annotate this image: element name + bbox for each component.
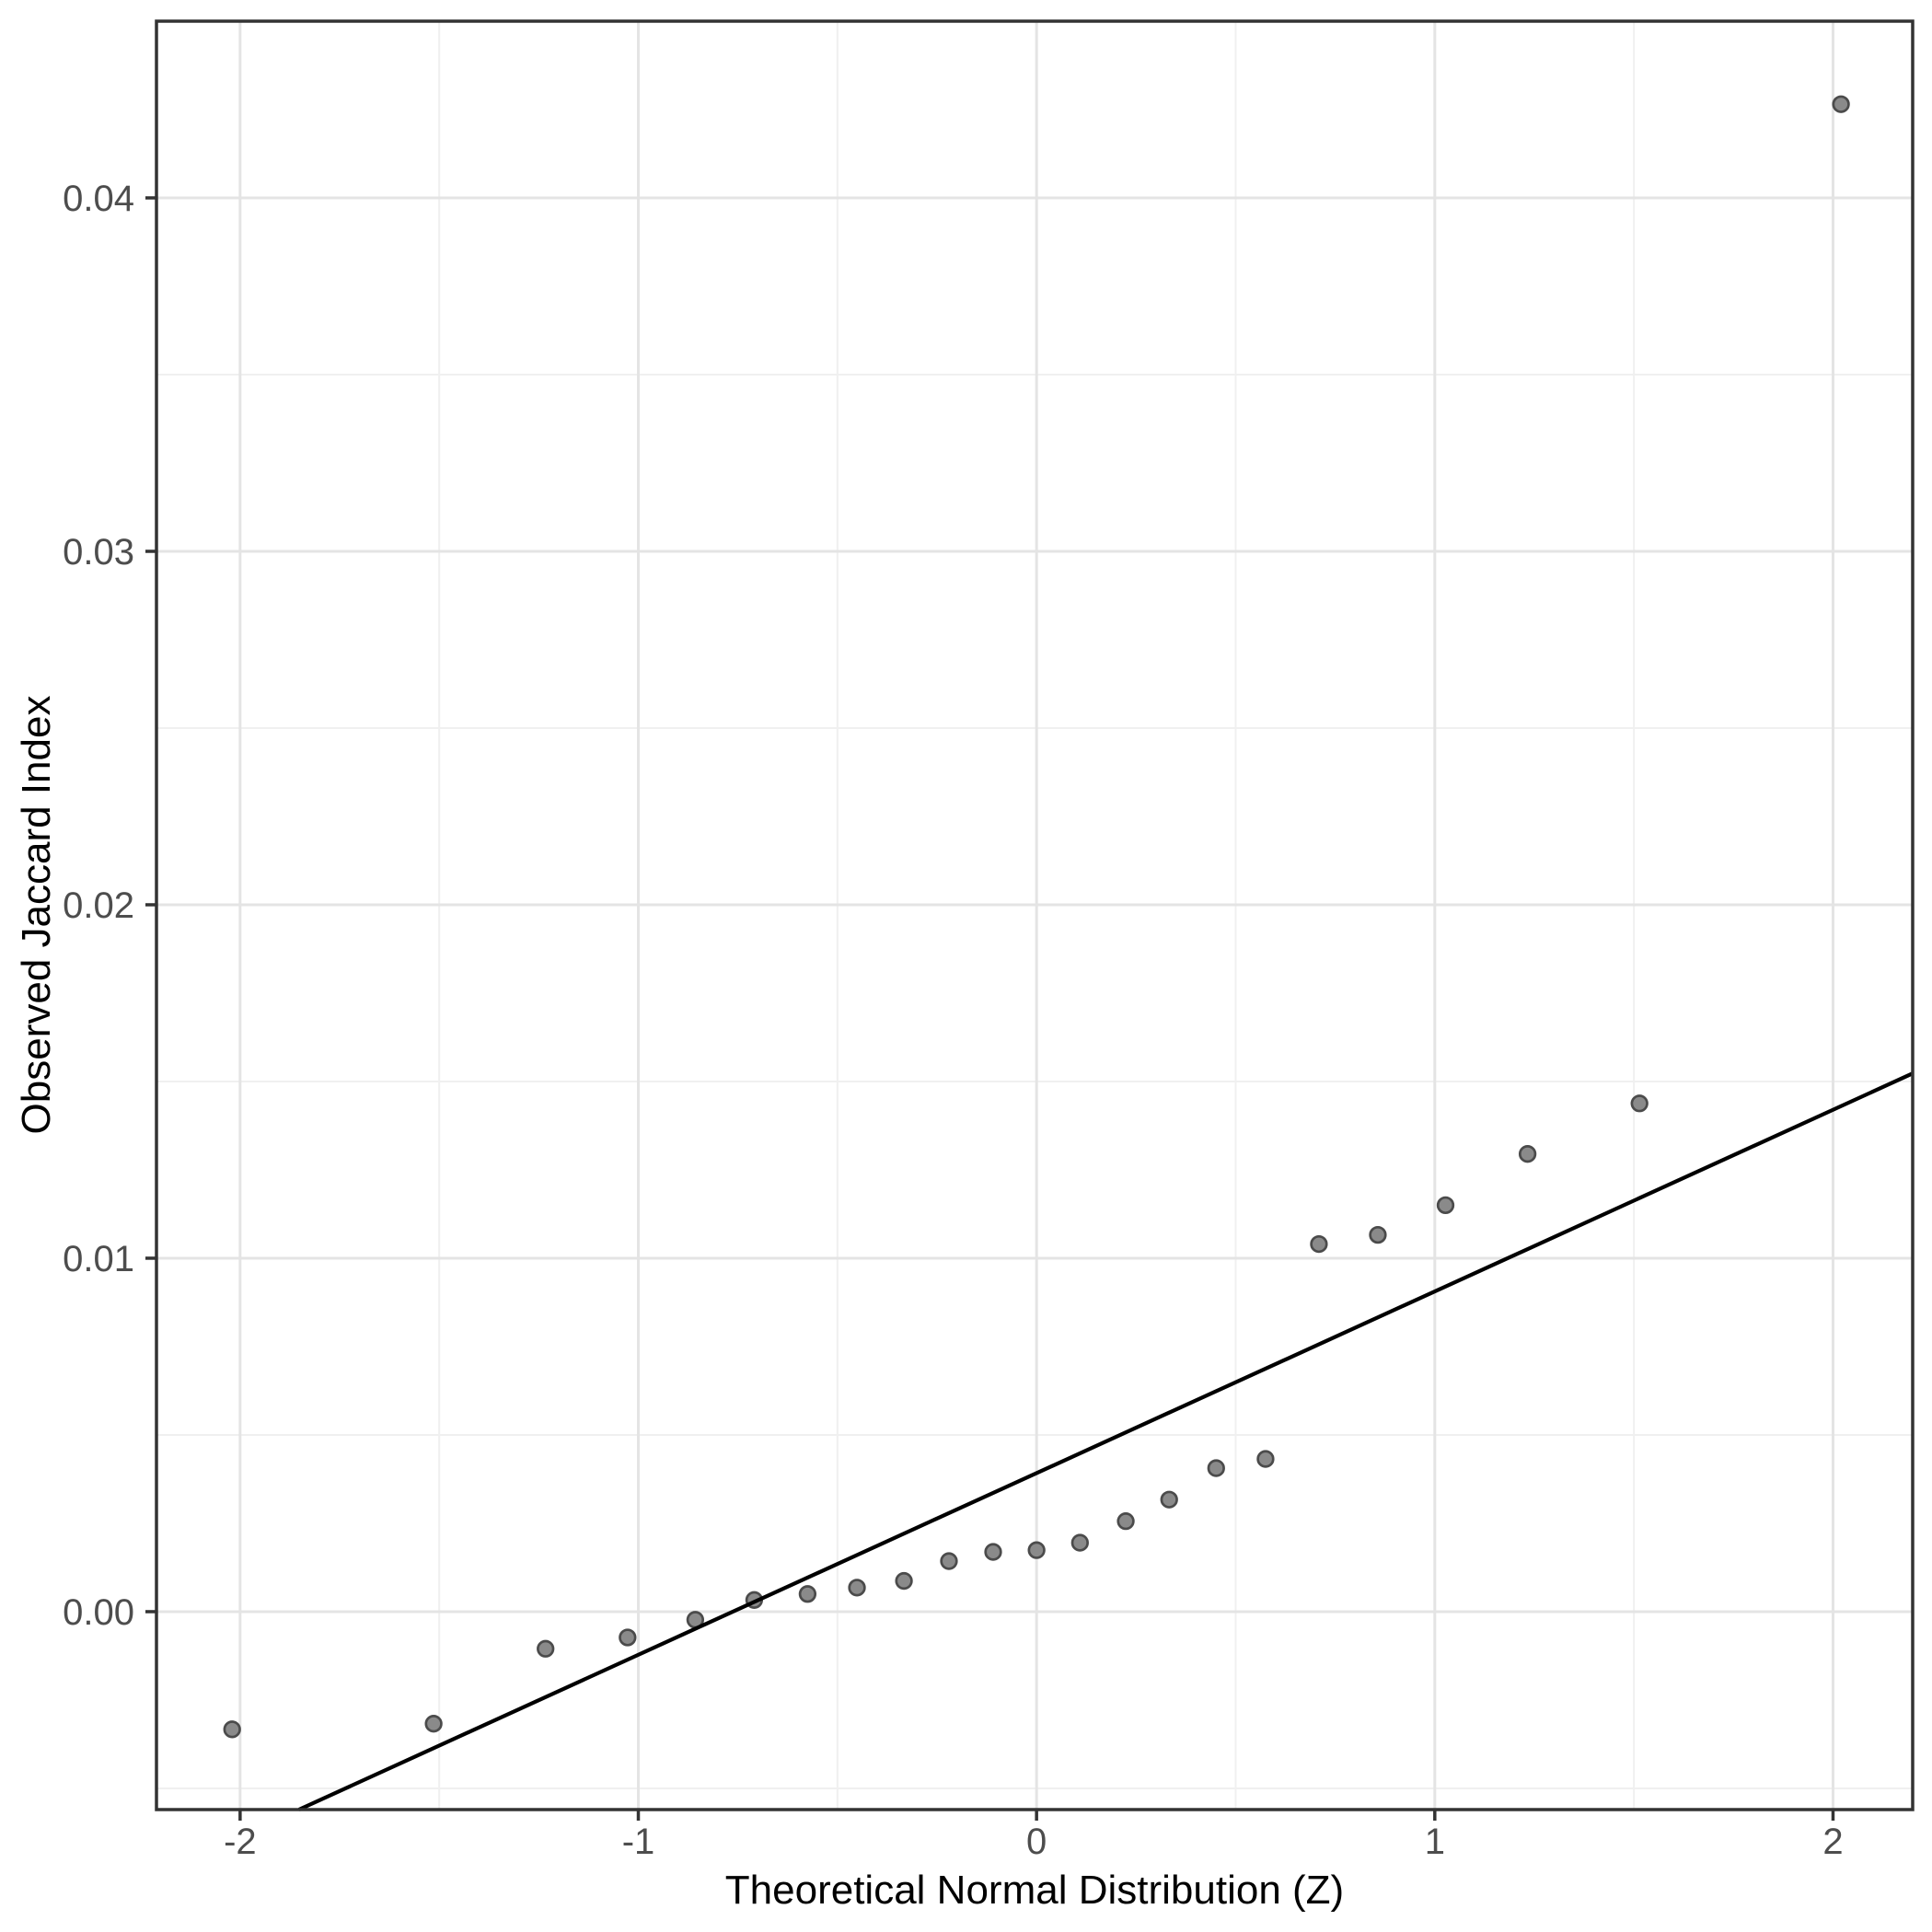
data-point [895, 1571, 913, 1591]
data-point [1116, 1512, 1135, 1531]
data-point [798, 1585, 817, 1603]
data-point [619, 1628, 637, 1647]
data-point [1070, 1533, 1089, 1552]
data-point [1027, 1541, 1046, 1559]
data-point [984, 1543, 1002, 1561]
y-axis-title: Observed Jaccard Index [14, 696, 59, 1135]
panel-border [155, 19, 1915, 1811]
data-point [1160, 1490, 1178, 1509]
y-tick-label: 0.02 [63, 885, 134, 926]
data-point [1518, 1145, 1537, 1163]
data-point [1207, 1459, 1225, 1477]
data-point [223, 1720, 241, 1739]
x-tick-label: 2 [1822, 1822, 1843, 1862]
x-tick-label: 0 [1026, 1822, 1047, 1862]
data-point [848, 1579, 866, 1597]
qq-reference-line [297, 1071, 1914, 1811]
data-point [1436, 1196, 1455, 1215]
y-tick-label: 0.01 [63, 1239, 134, 1279]
y-tick-label: 0.00 [63, 1592, 134, 1633]
data-point [1256, 1450, 1275, 1468]
y-tick-label: 0.04 [63, 179, 134, 219]
x-tick-label: 1 [1425, 1822, 1445, 1862]
data-point [537, 1639, 555, 1658]
x-tick-label: -2 [224, 1822, 257, 1862]
y-tick-label: 0.03 [63, 532, 134, 573]
data-point [1369, 1225, 1387, 1244]
x-axis-title: Theoretical Normal Distribution (Z) [725, 1868, 1344, 1913]
minor-gridlines-layer [156, 21, 1913, 1810]
reference-line-layer [297, 1071, 1914, 1811]
data-point [424, 1715, 443, 1733]
axis-ticks-layer [145, 196, 1835, 1821]
data-point [1310, 1234, 1328, 1254]
data-point [940, 1552, 958, 1570]
data-point [1832, 95, 1850, 113]
major-gridlines-layer [156, 21, 1913, 1810]
tick-labels-layer: -2 -1 0 1 2 0.00 0.01 0.02 0.03 0.04 [63, 179, 1843, 1862]
data-point [1630, 1094, 1649, 1113]
data-points-layer [223, 95, 1850, 1739]
x-tick-label: -1 [622, 1822, 655, 1862]
